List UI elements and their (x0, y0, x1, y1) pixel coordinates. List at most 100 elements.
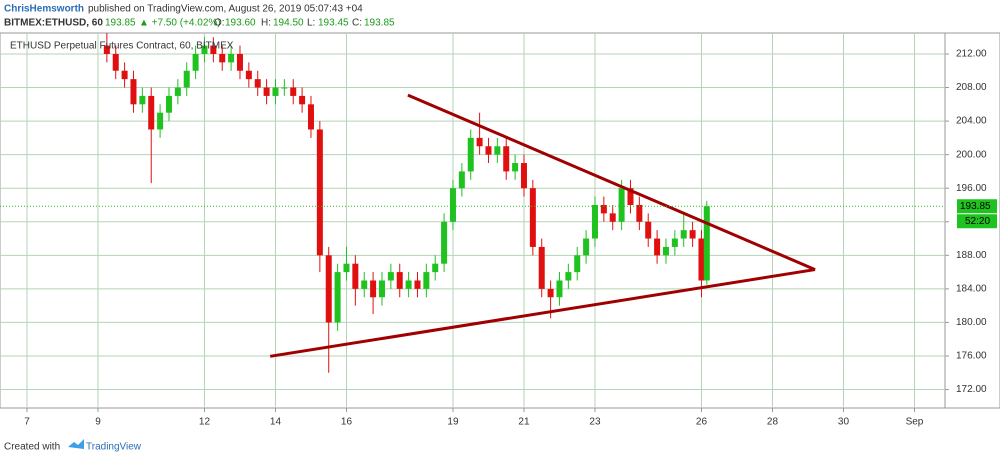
chart-frame (0, 32, 1000, 409)
candle-body (432, 263, 439, 273)
candle-body (538, 246, 545, 289)
candle-body (618, 188, 625, 222)
footer-created: Created with (4, 442, 60, 453)
candle-body (165, 95, 172, 113)
symbol: BITMEX:ETHUSD, 60 (4, 18, 103, 29)
candle-body (671, 238, 678, 247)
candle-body (183, 70, 190, 88)
candle-body (441, 221, 448, 264)
last-price-label: 193.85 (960, 201, 991, 212)
y-tick-label: 188.00 (956, 250, 987, 261)
x-tick-label: 7 (24, 417, 30, 428)
y-tick-label: 200.00 (956, 149, 987, 160)
candle-body (254, 79, 261, 88)
candle-body (236, 53, 243, 71)
candle-body (609, 213, 616, 222)
y-tick-label: 180.00 (956, 317, 987, 328)
x-tick-label: 16 (341, 417, 353, 428)
y-tick-label: 204.00 (956, 116, 987, 127)
candle-body (148, 95, 155, 130)
candle-body (316, 129, 323, 256)
published: published on TradingView.com, August 26,… (88, 4, 363, 15)
candle-body (299, 95, 306, 105)
y-tick-label: 196.00 (956, 183, 987, 194)
candle-body (414, 280, 421, 289)
candle-body (112, 53, 119, 71)
plot (103, 33, 816, 373)
x-tick-label: 21 (518, 417, 530, 428)
footer-brand[interactable]: TradingView (86, 442, 142, 453)
candle-body (272, 87, 279, 96)
x-tick-label: 19 (447, 417, 459, 428)
candle-body (281, 87, 288, 89)
candle-body (512, 163, 519, 172)
candle-body (458, 171, 465, 189)
last-price-box (957, 199, 997, 214)
candle-body (547, 288, 554, 298)
candle-body (307, 104, 314, 130)
candle-body (485, 146, 492, 155)
candle-body (476, 137, 483, 147)
candle-body (130, 79, 137, 105)
candle-body (591, 204, 598, 239)
candle-body (352, 263, 359, 289)
x-tick-label: 30 (838, 417, 850, 428)
candle-body (192, 53, 199, 71)
y-tick-label: 208.00 (956, 82, 987, 93)
candle-body (121, 70, 128, 80)
high-value: 194.50 (273, 18, 304, 29)
candle-body (662, 246, 669, 256)
candle-body (520, 163, 527, 189)
close-value: 193.85 (364, 18, 395, 29)
y-tick-label: 172.00 (956, 384, 987, 395)
low-value: 193.45 (318, 18, 349, 29)
candle-body (219, 53, 226, 63)
x-tick-label: 12 (199, 417, 211, 428)
tv-logo (68, 439, 84, 449)
candle-body (600, 204, 607, 214)
candle-body (645, 221, 652, 239)
candle-body (636, 204, 643, 222)
candle-body (396, 272, 403, 289)
header-change: ▲ +7.50 (+4.02%) (139, 18, 221, 29)
low-label: L: (307, 18, 315, 29)
candle-body (210, 45, 217, 54)
y-tick-label: 176.00 (956, 351, 987, 362)
candle-body (423, 272, 430, 289)
x-tick-label: 9 (95, 417, 101, 428)
candle-body (370, 280, 377, 298)
close-label: C: (352, 18, 362, 29)
candle-body (201, 45, 208, 54)
countdown-box (957, 214, 997, 229)
candle-body (529, 188, 536, 247)
candle-body (503, 146, 510, 172)
candle-body (361, 280, 368, 289)
x-tick-label: 14 (270, 417, 282, 428)
countdown-label: 52:20 (965, 216, 990, 227)
candle-body (565, 272, 572, 281)
candle-body (654, 238, 661, 256)
header-price: 193.85 (105, 18, 136, 29)
x-tick-label: 28 (767, 417, 779, 428)
candle-body (405, 280, 412, 289)
author[interactable]: ChrisHemsworth (4, 4, 84, 15)
candle-body (556, 280, 563, 298)
candle-body (627, 188, 634, 205)
candle-body (494, 146, 501, 155)
candle-body (689, 230, 696, 239)
candle-body (467, 137, 474, 172)
candle-body (583, 238, 590, 256)
candle-body (680, 230, 687, 239)
trendline (407, 93, 816, 271)
candle-body (157, 112, 164, 130)
candle-body (139, 95, 146, 105)
x-tick-label: Sep (906, 417, 924, 428)
candle-body (245, 70, 252, 80)
open-value: 193.60 (225, 18, 256, 29)
candle-body (263, 87, 270, 96)
candle-body (574, 255, 581, 273)
x-tick-label: 26 (696, 417, 708, 428)
candle-body (290, 87, 297, 96)
candle-body (703, 206, 710, 281)
